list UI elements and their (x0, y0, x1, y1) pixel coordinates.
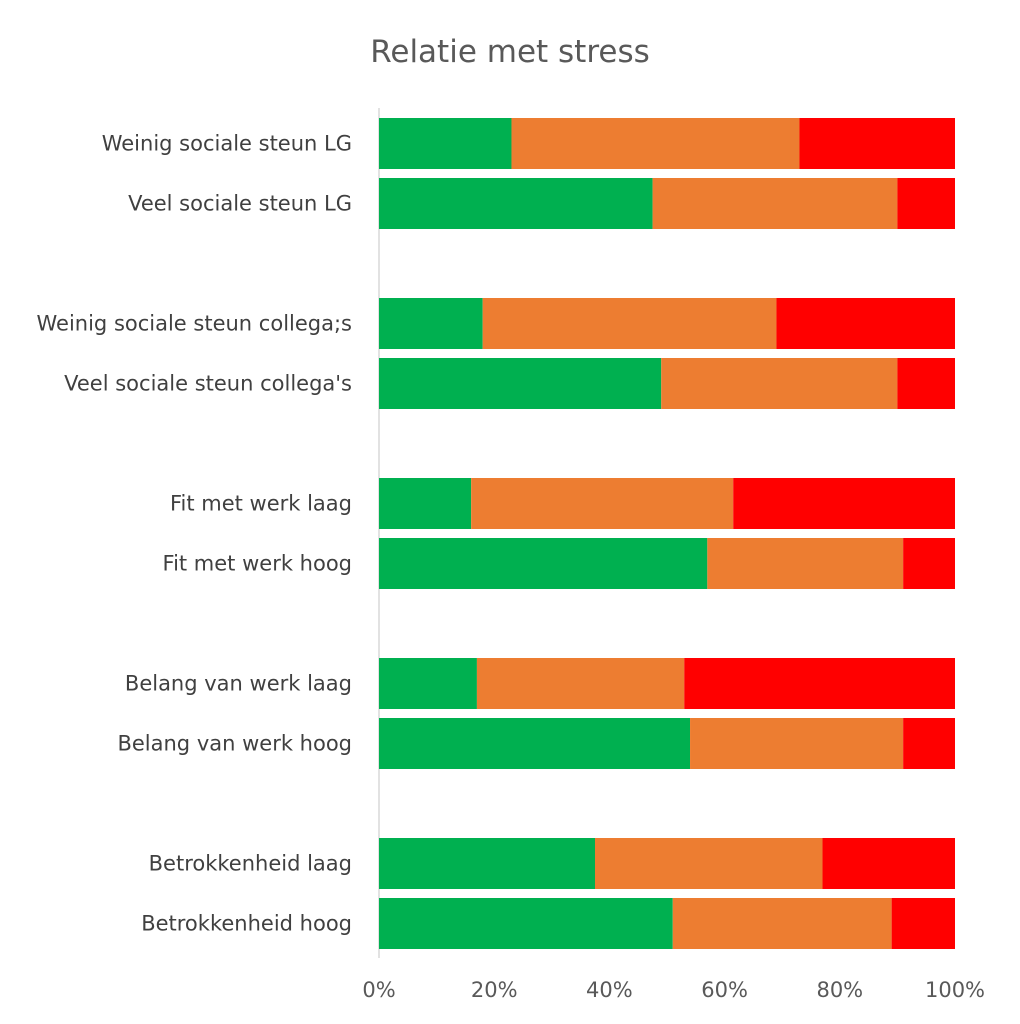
bar-segment (652, 178, 898, 229)
bar-segment (476, 658, 685, 709)
bar-segment (903, 538, 955, 589)
bar-segment (891, 898, 955, 949)
category-label: Veel sociale steun collega's (64, 372, 352, 396)
category-label: Belang van werk laag (125, 672, 352, 696)
bar-segment (379, 298, 483, 349)
category-label: Fit met werk laag (170, 492, 352, 516)
bar-segment (511, 118, 800, 169)
x-tick-label: 100% (925, 978, 985, 1002)
bar-segment (379, 718, 691, 769)
bar-segment (379, 838, 595, 889)
x-tick-label: 80% (816, 978, 863, 1002)
bar-segment (903, 718, 955, 769)
category-label: Weinig sociale steun LG (102, 132, 352, 156)
x-tick-label: 40% (586, 978, 633, 1002)
chart-title: Relatie met stress (370, 34, 650, 70)
bar-segment (379, 538, 708, 589)
bar-segment (707, 538, 904, 589)
bar-segment (822, 838, 955, 889)
bar-segment (379, 658, 477, 709)
bar-segment (672, 898, 892, 949)
category-label: Betrokkenheid hoog (141, 912, 352, 936)
x-axis-tick-labels: 0% 20% 40% 60% 80% 100% (362, 978, 985, 1002)
category-labels: Weinig sociale steun LG Veel sociale steu… (37, 132, 353, 936)
category-label: Veel sociale steun LG (128, 192, 352, 216)
bar-segment (595, 838, 823, 889)
x-tick-label: 0% (362, 978, 395, 1002)
x-tick-label: 60% (701, 978, 748, 1002)
x-tick-label: 20% (471, 978, 518, 1002)
bar-segment (690, 718, 904, 769)
bar-segment (733, 478, 955, 529)
bar-segment (684, 658, 955, 709)
bar-segment (897, 358, 955, 409)
bar-segment (379, 358, 662, 409)
bar-segment (379, 178, 653, 229)
bar-segment (482, 298, 777, 349)
bars-layer (379, 118, 955, 949)
bar-segment (897, 178, 955, 229)
bar-segment (776, 298, 955, 349)
bar-segment (471, 478, 734, 529)
category-label: Fit met werk hoog (163, 552, 352, 576)
bar-segment (379, 118, 512, 169)
category-label: Betrokkenheid laag (149, 852, 352, 876)
bar-segment (379, 478, 472, 529)
category-label: Belang van werk hoog (117, 732, 352, 756)
bar-segment (661, 358, 898, 409)
bar-segment (379, 898, 673, 949)
bar-segment (799, 118, 955, 169)
category-label: Weinig sociale steun collega;s (37, 312, 353, 336)
